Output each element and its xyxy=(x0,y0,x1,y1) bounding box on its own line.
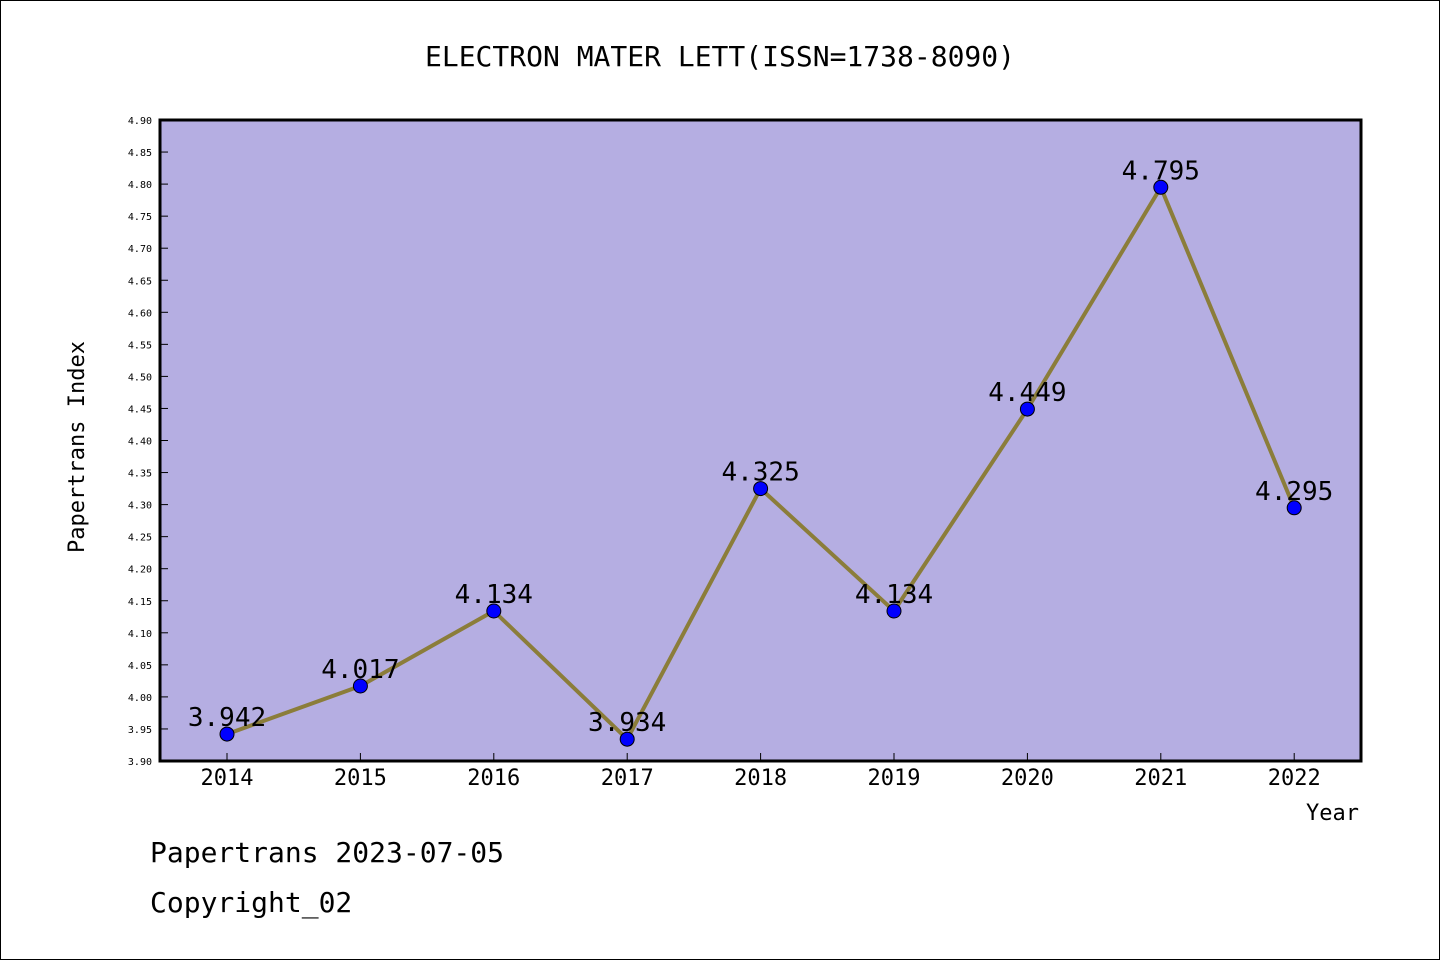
x-tick-label: 2017 xyxy=(601,766,654,791)
x-tick-label: 2018 xyxy=(734,766,787,791)
data-label: 4.134 xyxy=(855,580,933,610)
y-tick-label: 4.10 xyxy=(128,629,152,640)
data-label: 4.134 xyxy=(455,580,533,610)
data-label: 4.295 xyxy=(1255,477,1333,507)
y-tick-label: 4.85 xyxy=(128,148,152,159)
y-tick-label: 4.75 xyxy=(128,212,152,223)
y-tick-label: 4.70 xyxy=(128,244,152,255)
plot-area xyxy=(160,120,1361,761)
footer-copyright: Copyright_02 xyxy=(150,886,353,919)
x-tick-label: 2021 xyxy=(1134,766,1187,791)
data-point xyxy=(619,731,635,747)
y-tick-label: 4.90 xyxy=(128,116,152,127)
y-tick-label: 4.05 xyxy=(128,661,152,672)
x-tick-label: 2014 xyxy=(201,766,254,791)
x-tick-label: 2016 xyxy=(467,766,520,791)
plot-border xyxy=(158,118,1363,763)
y-tick-label: 4.15 xyxy=(128,597,152,608)
data-point xyxy=(1019,401,1035,417)
x-tick-label: 2019 xyxy=(868,766,921,791)
data-label: 4.449 xyxy=(988,378,1066,408)
data-point xyxy=(352,678,368,694)
y-axis-ticks: 3.90 3.95 4.00 4.05 4.10 4.15 4.20 4.25 4.30 4.35… xyxy=(128,116,168,768)
x-tick-label: 2020 xyxy=(1001,766,1054,791)
y-tick-label: 4.40 xyxy=(128,437,152,448)
data-point xyxy=(753,481,769,497)
data-label: 3.934 xyxy=(588,708,666,738)
y-tick-label: 4.30 xyxy=(128,501,152,512)
y-tick-label: 4.45 xyxy=(128,404,152,415)
x-tick-label: 2015 xyxy=(334,766,387,791)
data-label: 4.795 xyxy=(1122,156,1200,186)
y-tick-label: 4.50 xyxy=(128,372,152,383)
series-layer: 3.942 4.017 4.134 3.934 4.325 4.134 4.449 4.795… xyxy=(188,156,1333,747)
y-tick-label: 3.95 xyxy=(128,725,152,736)
y-tick-label: 4.60 xyxy=(128,308,152,319)
data-point xyxy=(219,726,235,742)
data-point xyxy=(886,603,902,619)
y-tick-label: 4.55 xyxy=(128,340,152,351)
footer-date: Papertrans 2023-07-05 xyxy=(150,836,505,869)
y-tick-label: 3.90 xyxy=(128,757,152,768)
data-label: 4.017 xyxy=(321,655,399,685)
y-tick-label: 4.20 xyxy=(128,565,152,576)
data-point xyxy=(486,603,502,619)
chart-title: ELECTRON MATER LETT(ISSN=1738-8090) xyxy=(425,40,1015,73)
x-axis-ticks: 2014 2015 2016 2017 2018 2019 2020 2021 2022 xyxy=(201,753,1321,791)
x-tick-label: 2022 xyxy=(1268,766,1321,791)
y-axis-label: Papertrans Index xyxy=(65,341,90,553)
y-tick-label: 4.65 xyxy=(128,276,152,287)
y-tick-label: 4.00 xyxy=(128,693,152,704)
y-tick-label: 4.35 xyxy=(128,469,152,480)
y-tick-label: 4.25 xyxy=(128,533,152,544)
x-axis-label: Year xyxy=(1306,801,1359,826)
data-point xyxy=(1153,179,1169,195)
data-point xyxy=(1286,500,1302,516)
data-label: 4.325 xyxy=(721,458,799,488)
y-tick-label: 4.80 xyxy=(128,180,152,191)
data-label: 3.942 xyxy=(188,703,266,733)
